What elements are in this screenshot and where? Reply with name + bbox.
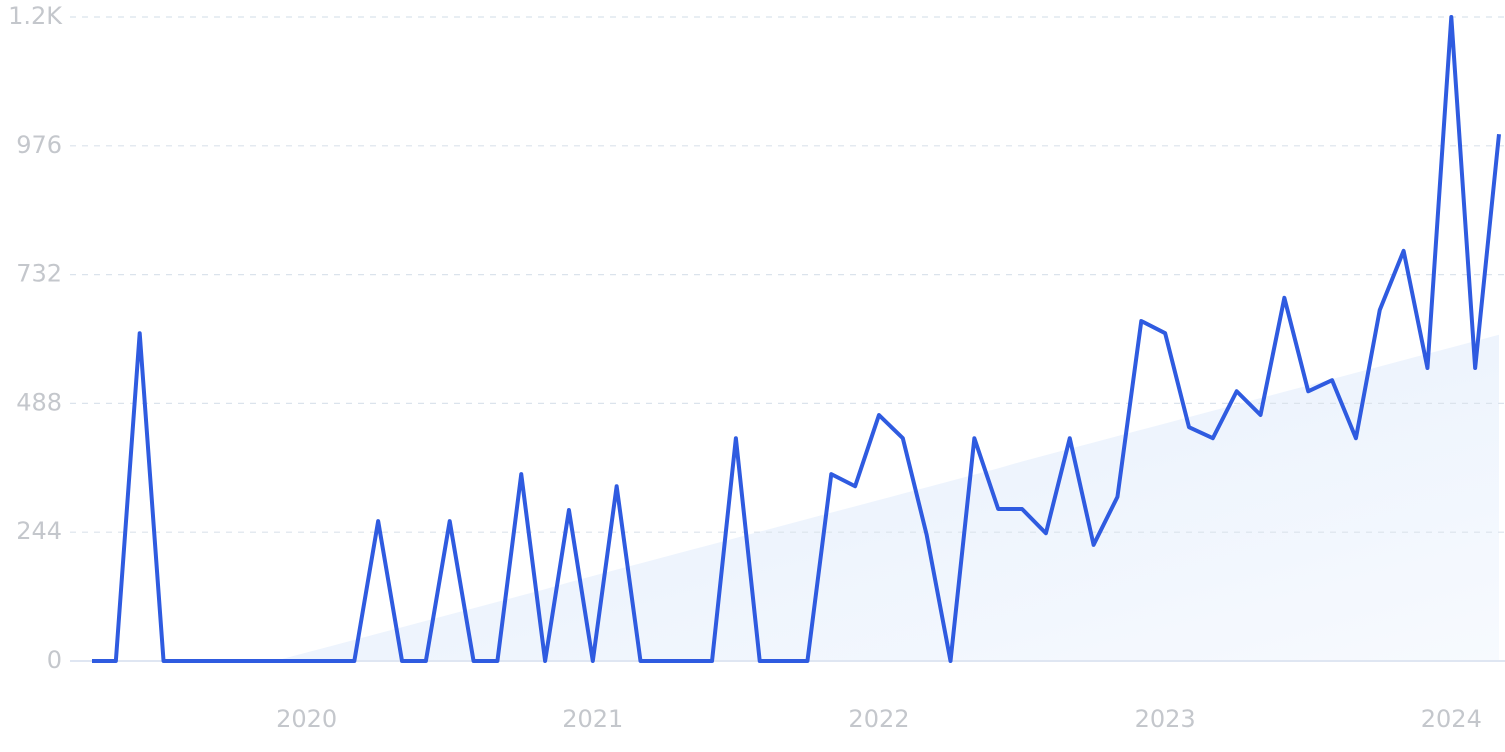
x-tick-label: 2021 (562, 705, 623, 733)
y-tick-label: 976 (16, 131, 62, 159)
x-tick-label: 2020 (276, 705, 337, 733)
trend-area (282, 334, 1499, 661)
y-tick-label: 732 (16, 260, 62, 288)
x-tick-label: 2024 (1421, 705, 1482, 733)
x-tick-label: 2023 (1135, 705, 1196, 733)
x-tick-label: 2022 (848, 705, 909, 733)
y-tick-label: 0 (47, 646, 62, 674)
y-tick-label: 244 (16, 517, 62, 545)
y-tick-label: 1.2K (8, 2, 63, 30)
line (92, 15, 1501, 663)
y-tick-label: 488 (16, 388, 62, 416)
